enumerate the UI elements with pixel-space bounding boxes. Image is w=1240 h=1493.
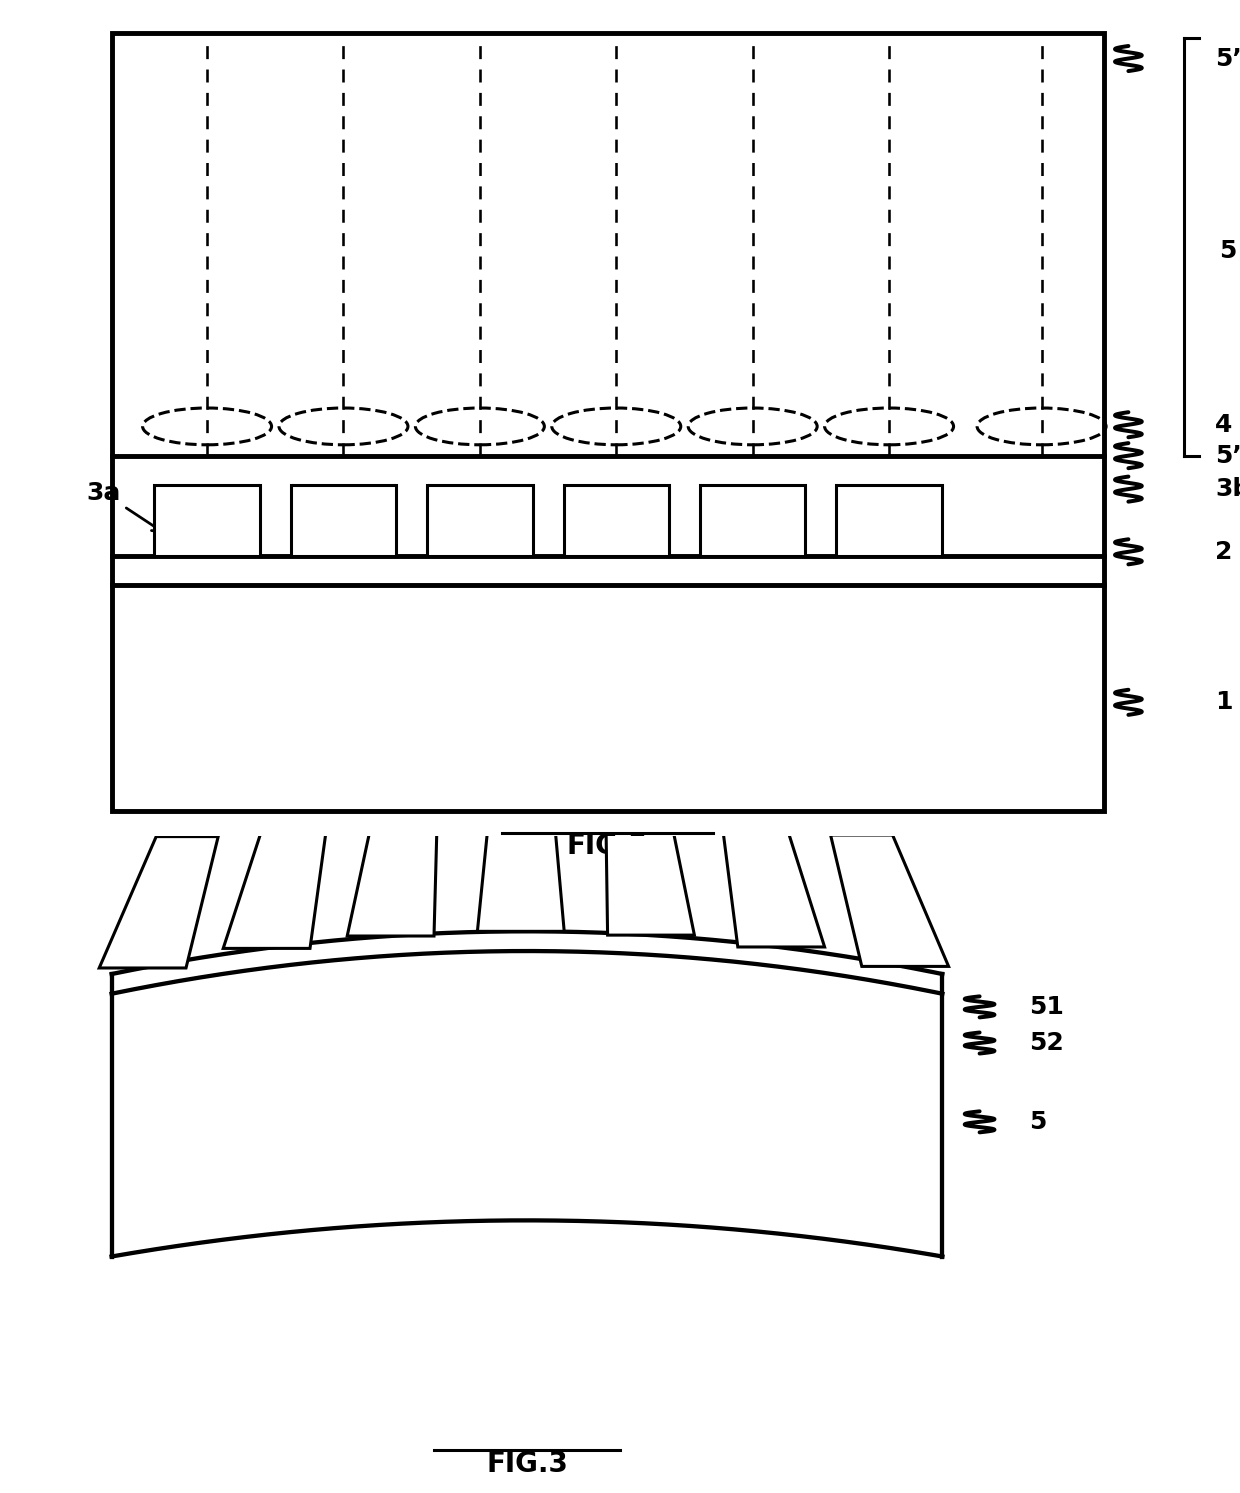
Polygon shape — [223, 817, 329, 948]
Polygon shape — [99, 836, 218, 967]
Bar — [699, 485, 806, 555]
Text: 51: 51 — [1029, 994, 1064, 1018]
Text: FIG.3: FIG.3 — [486, 1450, 568, 1478]
Bar — [836, 485, 942, 555]
Bar — [563, 485, 670, 555]
Bar — [427, 485, 533, 555]
Text: FIG.2: FIG.2 — [567, 832, 649, 860]
Polygon shape — [477, 800, 564, 932]
Bar — [290, 485, 397, 555]
Text: 3a: 3a — [87, 481, 162, 532]
Text: 5’: 5’ — [1215, 443, 1240, 467]
Text: 2: 2 — [1215, 540, 1233, 564]
Polygon shape — [722, 815, 825, 947]
Bar — [154, 485, 260, 555]
Text: 1: 1 — [1215, 690, 1233, 714]
Bar — [112, 33, 1104, 811]
Polygon shape — [347, 805, 438, 936]
Text: 3b: 3b — [1215, 478, 1240, 502]
Polygon shape — [831, 835, 949, 966]
Text: 5: 5 — [1219, 239, 1236, 263]
Text: 5: 5 — [1029, 1109, 1047, 1133]
Text: 52: 52 — [1029, 1032, 1064, 1056]
Text: 5’’: 5’’ — [1215, 46, 1240, 70]
Text: 4: 4 — [1215, 412, 1233, 437]
Polygon shape — [605, 803, 694, 935]
